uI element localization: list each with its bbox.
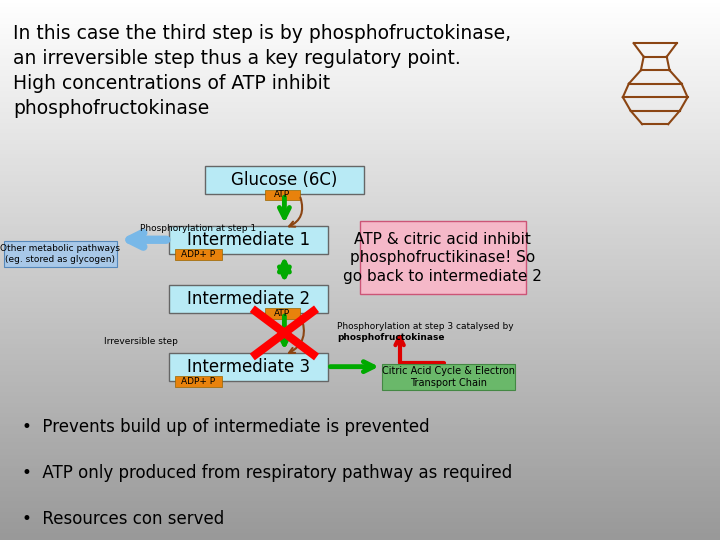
Text: •  ATP only produced from respiratory pathway as required: • ATP only produced from respiratory pat… (22, 464, 512, 482)
Text: Phosphorylation at step 1: Phosphorylation at step 1 (140, 225, 256, 233)
FancyBboxPatch shape (360, 221, 526, 294)
Text: phosphofructokinase: phosphofructokinase (337, 333, 444, 342)
FancyBboxPatch shape (169, 285, 328, 313)
FancyBboxPatch shape (205, 166, 364, 194)
Text: Glucose (6C): Glucose (6C) (231, 171, 338, 190)
FancyBboxPatch shape (4, 241, 117, 267)
FancyBboxPatch shape (175, 376, 222, 387)
Text: In this case the third step is by phosphofructokinase,
an irreversible step thus: In this case the third step is by phosph… (13, 24, 511, 118)
Text: •  Prevents build up of intermediate is prevented: • Prevents build up of intermediate is p… (22, 418, 429, 436)
FancyBboxPatch shape (175, 249, 222, 260)
Text: Citric Acid Cycle & Electron
Transport Chain: Citric Acid Cycle & Electron Transport C… (382, 366, 515, 388)
FancyBboxPatch shape (265, 308, 300, 319)
Text: ATP & citric acid inhibit
phosphofructikinase! So
go back to intermediate 2: ATP & citric acid inhibit phosphofructik… (343, 232, 542, 284)
Text: Intermediate 2: Intermediate 2 (186, 290, 310, 308)
Text: ADP+ P: ADP+ P (181, 251, 215, 259)
Text: Phosphorylation at step 3 catalysed by: Phosphorylation at step 3 catalysed by (337, 322, 513, 331)
FancyBboxPatch shape (382, 364, 515, 390)
FancyBboxPatch shape (169, 353, 328, 381)
Text: ADP+ P: ADP+ P (181, 377, 215, 386)
Text: ATP: ATP (274, 191, 290, 199)
Text: •  Resources con served: • Resources con served (22, 510, 224, 528)
Text: Irreversible step: Irreversible step (104, 337, 179, 346)
FancyBboxPatch shape (265, 190, 300, 200)
FancyBboxPatch shape (169, 226, 328, 254)
Text: Intermediate 1: Intermediate 1 (186, 231, 310, 249)
Text: Intermediate 3: Intermediate 3 (186, 357, 310, 376)
Text: Other metabolic pathways
(eg. stored as glycogen): Other metabolic pathways (eg. stored as … (1, 244, 120, 265)
Text: ATP: ATP (274, 309, 290, 318)
